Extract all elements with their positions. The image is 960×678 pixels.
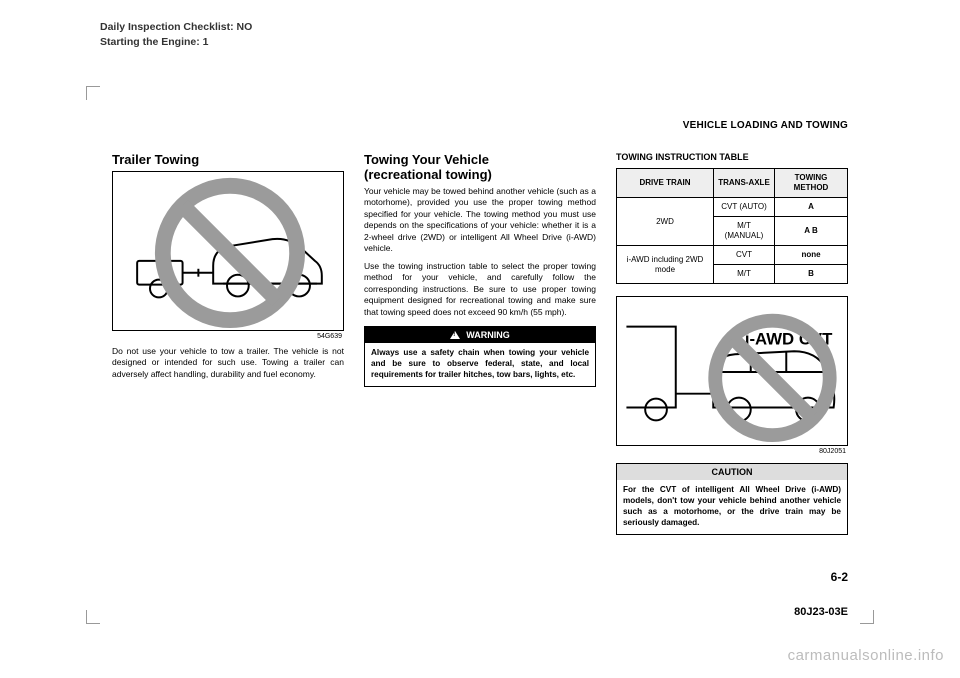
crop-mark xyxy=(86,86,100,100)
caution-box: CAUTION For the CVT of intelligent All W… xyxy=(616,463,848,535)
col2-p2: Use the towing instruction table to sele… xyxy=(364,261,596,318)
col2-p1: Your vehicle may be towed behind another… xyxy=(364,186,596,255)
cell-trans-iawd-mt: M/T xyxy=(714,265,775,284)
cell-method-ab: A B xyxy=(774,217,847,246)
cell-trans-iawd-cvt: CVT xyxy=(714,246,775,265)
cell-method-a: A xyxy=(774,198,847,217)
column-1: Trailer Towing xyxy=(112,152,344,535)
towing-table-title: TOWING INSTRUCTION TABLE xyxy=(616,152,848,162)
warning-header: WARNING xyxy=(365,327,595,343)
th-method: TOWING METHOD xyxy=(774,169,847,198)
warning-label: WARNING xyxy=(466,330,510,340)
fig1-code: 54G639 xyxy=(112,333,342,340)
cell-method-b: B xyxy=(774,265,847,284)
cell-trans-mt: M/T (MANUAL) xyxy=(714,217,775,246)
trailer-figure xyxy=(112,171,344,331)
warning-triangle-icon xyxy=(450,331,460,339)
th-trans: TRANS-AXLE xyxy=(714,169,775,198)
crop-mark xyxy=(86,610,100,624)
col2-title-l1: Towing Your Vehicle xyxy=(364,152,489,167)
document-code: 80J23-03E xyxy=(794,606,848,618)
section-header: VEHICLE LOADING AND TOWING xyxy=(683,120,848,131)
page: Daily Inspection Checklist: NO Starting … xyxy=(0,0,960,678)
warning-body: Always use a safety chain when towing yo… xyxy=(365,343,595,386)
page-number: 6-2 xyxy=(831,570,848,584)
column-3: TOWING INSTRUCTION TABLE DRIVE TRAIN TRA… xyxy=(616,152,848,535)
table-row: i-AWD including 2WD mode CVT none xyxy=(617,246,848,265)
col1-body: Do not use your vehicle to tow a trailer… xyxy=(112,346,344,380)
caution-header: CAUTION xyxy=(617,464,847,480)
towing-table: DRIVE TRAIN TRANS-AXLE TOWING METHOD 2WD… xyxy=(616,168,848,284)
cell-drive-2wd: 2WD xyxy=(617,198,714,246)
iawd-figure: i-AWD CVT xyxy=(616,296,848,446)
col2-title: Towing Your Vehicle (recreational towing… xyxy=(364,152,596,182)
watermark: carmanualsonline.info xyxy=(788,647,944,664)
cell-trans-cvt: CVT (AUTO) xyxy=(714,198,775,217)
header-note: Daily Inspection Checklist: NO Starting … xyxy=(100,20,252,49)
col2-title-l2: (recreational towing) xyxy=(364,167,596,182)
warning-box: WARNING Always use a safety chain when t… xyxy=(364,326,596,387)
fig2-code: 80J2051 xyxy=(616,448,846,455)
trailer-svg xyxy=(113,172,343,330)
header-line-1: Daily Inspection Checklist: NO xyxy=(100,20,252,35)
column-2: Towing Your Vehicle (recreational towing… xyxy=(364,152,596,535)
table-header-row: DRIVE TRAIN TRANS-AXLE TOWING METHOD xyxy=(617,169,848,198)
caution-body: For the CVT of intelligent All Wheel Dri… xyxy=(617,480,847,534)
table-row: 2WD CVT (AUTO) A xyxy=(617,198,848,217)
iawd-svg: i-AWD CVT xyxy=(617,297,847,445)
content-columns: Trailer Towing xyxy=(112,152,848,535)
th-drive: DRIVE TRAIN xyxy=(617,169,714,198)
header-line-2: Starting the Engine: 1 xyxy=(100,35,252,50)
cell-drive-iawd: i-AWD including 2WD mode xyxy=(617,246,714,284)
crop-mark xyxy=(860,610,874,624)
cell-method-none: none xyxy=(774,246,847,265)
col1-title: Trailer Towing xyxy=(112,152,344,167)
